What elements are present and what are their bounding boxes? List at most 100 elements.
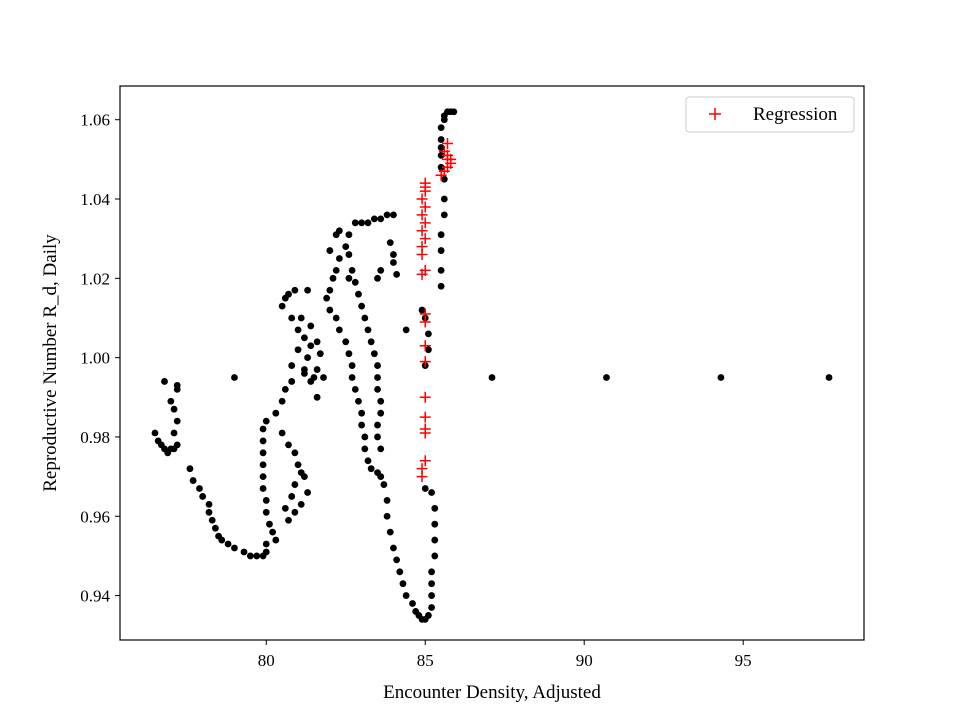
data-point bbox=[383, 512, 391, 520]
data-point bbox=[367, 465, 375, 473]
regression-point bbox=[441, 138, 453, 150]
data-point bbox=[304, 489, 311, 496]
data-point bbox=[488, 374, 496, 381]
data-point bbox=[437, 247, 445, 254]
data-point bbox=[358, 302, 366, 310]
data-point bbox=[345, 274, 353, 282]
data-point bbox=[358, 219, 366, 227]
data-point bbox=[383, 211, 391, 219]
data-point bbox=[211, 524, 219, 532]
data-point bbox=[231, 374, 238, 381]
x-tick-label: 85 bbox=[417, 651, 434, 670]
data-point bbox=[342, 243, 350, 251]
data-point bbox=[297, 314, 305, 322]
data-point bbox=[345, 350, 353, 358]
x-tick-label: 95 bbox=[735, 651, 752, 670]
data-point bbox=[425, 612, 432, 619]
data-point bbox=[386, 528, 394, 536]
data-point bbox=[218, 536, 226, 544]
data-point bbox=[173, 385, 181, 393]
data-point bbox=[351, 278, 359, 286]
data-point bbox=[262, 508, 270, 516]
data-point bbox=[361, 433, 369, 441]
data-point bbox=[374, 362, 381, 369]
data-point bbox=[428, 580, 435, 588]
data-point bbox=[370, 350, 378, 358]
data-point bbox=[320, 374, 327, 381]
y-tick-label: 0.94 bbox=[80, 587, 110, 606]
data-point bbox=[409, 600, 416, 607]
regression-point bbox=[419, 217, 431, 229]
data-point bbox=[364, 457, 372, 465]
data-point bbox=[253, 552, 261, 560]
legend-box bbox=[685, 96, 855, 133]
data-point bbox=[425, 330, 432, 338]
data-point bbox=[402, 326, 410, 334]
regression-point bbox=[419, 455, 431, 467]
data-point bbox=[262, 497, 270, 504]
data-point bbox=[224, 540, 232, 548]
y-tick-label: 1.00 bbox=[80, 349, 110, 368]
regression-point bbox=[419, 411, 431, 423]
data-point bbox=[603, 374, 610, 381]
data-point bbox=[335, 326, 343, 334]
data-point bbox=[393, 556, 401, 564]
data-point bbox=[301, 334, 308, 342]
data-point bbox=[437, 231, 445, 239]
data-point bbox=[259, 425, 267, 433]
data-point bbox=[173, 417, 181, 425]
regression-point bbox=[419, 308, 431, 320]
y-axis-label: Reproductive Number R_d, Daily bbox=[40, 234, 61, 492]
data-point bbox=[278, 397, 286, 405]
data-point bbox=[313, 366, 321, 373]
data-point bbox=[332, 314, 340, 322]
legend-marker-regression bbox=[709, 108, 721, 120]
data-point bbox=[278, 429, 286, 437]
data-point bbox=[440, 195, 448, 203]
data-point bbox=[345, 231, 353, 239]
data-point bbox=[304, 286, 311, 294]
data-point bbox=[167, 397, 175, 405]
data-point bbox=[377, 409, 385, 417]
data-point bbox=[307, 342, 315, 350]
data-point bbox=[335, 227, 343, 235]
data-point bbox=[205, 500, 213, 508]
data-point bbox=[285, 441, 292, 449]
data-point bbox=[186, 465, 194, 473]
data-point bbox=[288, 378, 296, 385]
data-point bbox=[428, 489, 435, 496]
y-tick-label: 1.02 bbox=[80, 269, 110, 288]
data-point bbox=[377, 215, 385, 223]
y-tick-label: 1.06 bbox=[80, 111, 110, 130]
data-point bbox=[288, 314, 296, 322]
data-point bbox=[450, 108, 458, 116]
data-point bbox=[374, 433, 381, 441]
data-point bbox=[208, 516, 216, 524]
data-point bbox=[374, 374, 381, 381]
data-point bbox=[399, 580, 407, 588]
regression-point bbox=[416, 463, 428, 475]
data-point bbox=[291, 508, 299, 516]
data-point bbox=[431, 504, 439, 512]
data-point bbox=[431, 536, 439, 544]
data-point bbox=[326, 306, 334, 314]
data-point bbox=[326, 286, 334, 294]
data-point bbox=[281, 385, 289, 393]
data-point bbox=[332, 267, 340, 274]
plot-area-frame bbox=[119, 85, 865, 641]
data-point bbox=[291, 449, 299, 457]
x-axis-label: Encounter Density, Adjusted bbox=[383, 682, 601, 703]
data-point bbox=[390, 259, 397, 266]
regression-point bbox=[419, 356, 431, 368]
data-point bbox=[425, 346, 432, 354]
y-tick-label: 1.04 bbox=[80, 190, 110, 209]
data-point bbox=[205, 508, 213, 516]
data-point bbox=[825, 374, 833, 381]
data-point bbox=[437, 267, 445, 274]
data-point bbox=[437, 124, 445, 132]
data-point bbox=[421, 485, 429, 492]
data-point bbox=[316, 350, 324, 358]
data-point bbox=[259, 461, 267, 469]
data-point bbox=[437, 163, 445, 171]
data-point bbox=[196, 485, 203, 492]
